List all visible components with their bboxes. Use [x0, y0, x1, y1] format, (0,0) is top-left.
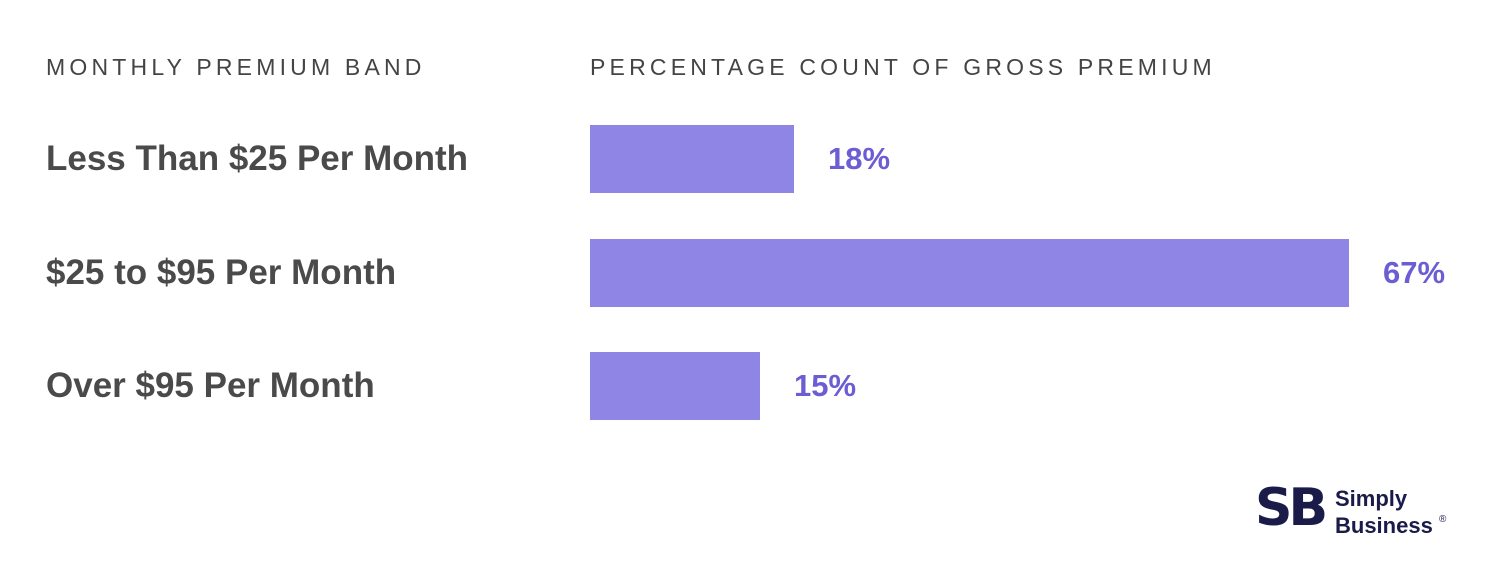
logo-word-business: Business — [1335, 513, 1433, 538]
category-label-25-to-95-per-month: $25 to $95 Per Month — [46, 253, 397, 292]
value-label-25-to-95-per-month: 67% — [1383, 255, 1446, 290]
bar-less-than-25-per-month — [590, 125, 794, 193]
registered-mark: ® — [1439, 514, 1447, 525]
logo-monogram: SB — [1255, 478, 1328, 538]
value-label-less-than-25-per-month: 18% — [828, 141, 891, 176]
category-label-less-than-25-per-month: Less Than $25 Per Month — [46, 139, 469, 178]
bar-over-95-per-month — [590, 352, 760, 420]
logo-word-simply: Simply — [1335, 486, 1408, 511]
band-column-header: MONTHLY PREMIUM BAND — [46, 54, 426, 80]
value-label-over-95-per-month: 15% — [794, 368, 857, 403]
simply-business-logo: SB Simply Business ® — [1255, 478, 1465, 546]
category-label-over-95-per-month: Over $95 Per Month — [46, 366, 375, 405]
percentage-column-header: PERCENTAGE COUNT OF GROSS PREMIUM — [590, 54, 1216, 80]
bar-25-to-95-per-month — [590, 239, 1349, 307]
